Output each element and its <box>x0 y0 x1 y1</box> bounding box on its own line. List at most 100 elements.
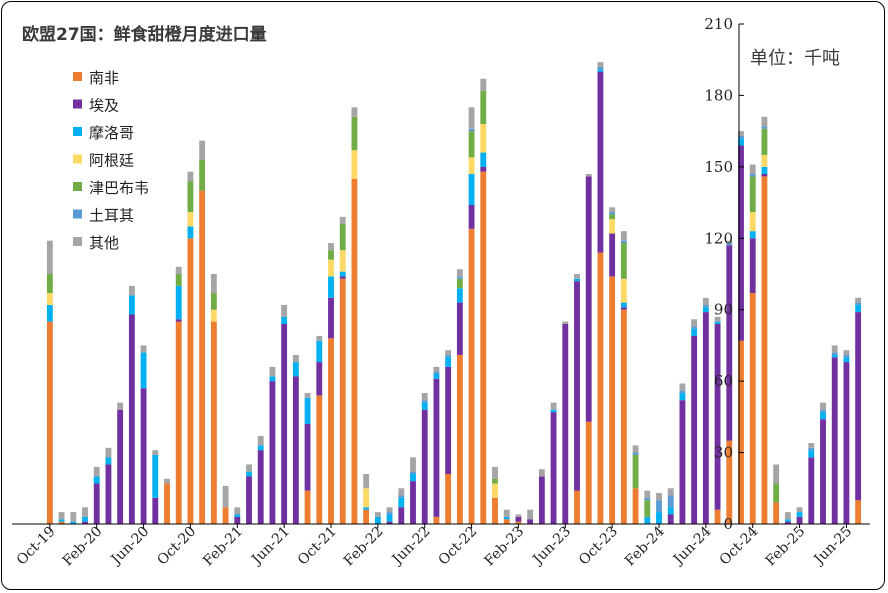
bar-segment-Feb-22-s6 <box>374 512 381 517</box>
bar-segment-May-24-s5 <box>691 326 698 329</box>
bar-segment-Aug-22-s0 <box>445 474 452 524</box>
bar-segment-Feb-24-s6 <box>656 493 662 501</box>
x-tick-label-Oct-22: Oct-22 <box>435 524 480 569</box>
bar-segment-Sep-24-s1 <box>738 145 744 341</box>
bar-segment-Oct-24-s3 <box>749 212 756 232</box>
bar-segment-Dec-20-s3 <box>210 309 217 322</box>
bar-segment-Dec-23-s0 <box>632 488 639 524</box>
bar-segment-Oct-24-s6 <box>749 164 756 174</box>
bar-segment-Aug-22-s2 <box>445 357 452 367</box>
bar-segment-Dec-24-s6 <box>773 464 780 484</box>
y-tick-label-60: 60 <box>714 372 733 390</box>
bar-segment-May-21-s1 <box>269 381 276 524</box>
bar-segment-Aug-24-s1 <box>726 245 733 441</box>
bar-segment-May-21-s2 <box>269 376 276 382</box>
bar-segment-Nov-22-s4 <box>480 90 487 124</box>
bar-segment-Jul-20-s6 <box>152 450 159 455</box>
x-tick-label-Feb-20: Feb-20 <box>60 524 106 570</box>
bar-segment-Jul-23-s0 <box>574 490 580 524</box>
legend-swatch-6 <box>73 237 82 246</box>
bar-segment-Jan-22-s6 <box>363 474 370 489</box>
bar-segment-Feb-25-s6 <box>796 507 803 513</box>
bar-segment-Nov-24-s3 <box>761 154 768 167</box>
bar-segment-Mar-22-s5 <box>386 512 393 515</box>
bar-segment-Oct-24-s4 <box>749 176 756 213</box>
bar-segment-May-22-s6 <box>410 457 416 472</box>
x-tick-label-Oct-23: Oct-23 <box>576 524 621 569</box>
bar-segment-Jul-24-s6 <box>714 316 721 322</box>
bar-segment-Mar-23-s1 <box>527 519 534 524</box>
bar-segment-Jan-24-s2 <box>644 516 651 524</box>
bar-segment-Aug-22-s1 <box>445 366 452 474</box>
bar-segment-Oct-19-s3 <box>46 293 53 305</box>
x-tick-label-Jun-24: Jun-24 <box>669 523 714 568</box>
bar-segment-Jan-22-s3 <box>363 488 370 508</box>
bar-segment-Mar-21-s2 <box>246 471 252 477</box>
bar-segment-Nov-23-s6 <box>620 231 627 241</box>
bar-segment-Dec-20-s4 <box>210 293 217 310</box>
bar-segment-Jul-21-s1 <box>292 376 299 524</box>
legend-label-2: 摩洛哥 <box>89 124 134 142</box>
bar-segment-Feb-23-s6 <box>515 514 522 517</box>
bar-segment-Dec-21-s6 <box>351 107 358 117</box>
bar-segment-Nov-23-s4 <box>620 243 627 279</box>
bar-segment-Nov-21-s0 <box>339 278 346 524</box>
y-ticks: 0 30 60 90 120 150 180 210 <box>704 15 744 533</box>
bar-segment-Oct-23-s5 <box>609 212 616 215</box>
x-tick-label-Feb-22: Feb-22 <box>341 524 387 570</box>
bar-segment-Sep-24-s6 <box>738 131 744 136</box>
bar-segment-Dec-22-s6 <box>492 466 498 479</box>
bar-segment-Apr-25-s1 <box>820 419 826 524</box>
bar-segment-May-20-s6 <box>128 285 135 296</box>
bar-segment-Jun-25-s2 <box>843 357 850 363</box>
bar-segment-Apr-23-s1 <box>538 476 545 524</box>
bar-segment-Feb-20-s6 <box>93 466 100 477</box>
bar-segment-Nov-19-s6 <box>58 512 65 520</box>
bar-segment-Oct-21-s6 <box>328 243 334 251</box>
bar-segment-Apr-22-s6 <box>398 488 405 496</box>
bar-segment-Jun-24-s5 <box>702 304 709 308</box>
bar-segment-Jul-23-s6 <box>574 274 580 279</box>
bar-segment-Oct-22-s6 <box>468 107 475 129</box>
bar-segment-Jan-20-s6 <box>82 507 88 517</box>
bar-segment-Jun-20-s1 <box>140 388 147 524</box>
bar-segment-Mar-25-s2 <box>808 450 815 458</box>
bar-segment-Oct-23-s4 <box>609 214 616 220</box>
bar-segment-Jan-23-s2 <box>503 516 510 520</box>
bar-segment-Dec-23-s5 <box>632 452 639 455</box>
bar-segment-Oct-23-s6 <box>609 207 616 213</box>
x-tick-label-Feb-25: Feb-25 <box>763 524 809 570</box>
bar-segment-Oct-20-s6 <box>187 171 194 182</box>
bar-segment-Aug-23-s0 <box>585 421 592 524</box>
bar-segment-May-23-s1 <box>550 412 557 524</box>
bar-segment-Nov-23-s2 <box>620 302 627 308</box>
bar-segment-Nov-21-s4 <box>339 224 346 251</box>
bar-segment-Sep-20-s2 <box>175 285 182 320</box>
bar-segment-Jun-24-s1 <box>702 312 709 524</box>
bar-segment-Oct-22-s2 <box>468 174 475 205</box>
bar-segment-Jul-25-s6 <box>855 297 862 303</box>
bar-segment-Jul-22-s0 <box>433 516 440 524</box>
bar-segment-Apr-22-s2 <box>398 497 405 508</box>
bar-segment-Jul-25-s2 <box>855 304 862 313</box>
bar-segment-Mar-22-s6 <box>386 507 393 513</box>
bar-segment-Apr-23-s6 <box>538 469 545 477</box>
y-tick-label-90: 90 <box>714 301 733 319</box>
bar-segment-Aug-20-s0 <box>164 483 170 524</box>
legend-label-6: 其他 <box>89 234 119 252</box>
bar-segment-Nov-22-s0 <box>480 171 487 524</box>
bar-segment-Jun-22-s2 <box>421 402 428 410</box>
bar-segment-Oct-23-s0 <box>609 276 616 524</box>
bar-segment-Oct-21-s2 <box>328 276 334 298</box>
bar-segment-May-23-s6 <box>550 402 557 410</box>
bar-segment-Nov-23-s5 <box>620 240 627 244</box>
bar-segment-Sep-22-s4 <box>456 278 463 289</box>
bar-segment-Aug-21-s1 <box>304 424 311 491</box>
legend-swatch-5 <box>73 209 82 219</box>
bar-segment-Nov-20-s6 <box>199 140 206 160</box>
bar-segment-Aug-21-s2 <box>304 397 311 424</box>
bar-segment-Mar-22-s1 <box>386 521 393 524</box>
bar-segment-Jul-21-s6 <box>292 354 299 363</box>
y-tick-label-210: 210 <box>704 15 733 33</box>
